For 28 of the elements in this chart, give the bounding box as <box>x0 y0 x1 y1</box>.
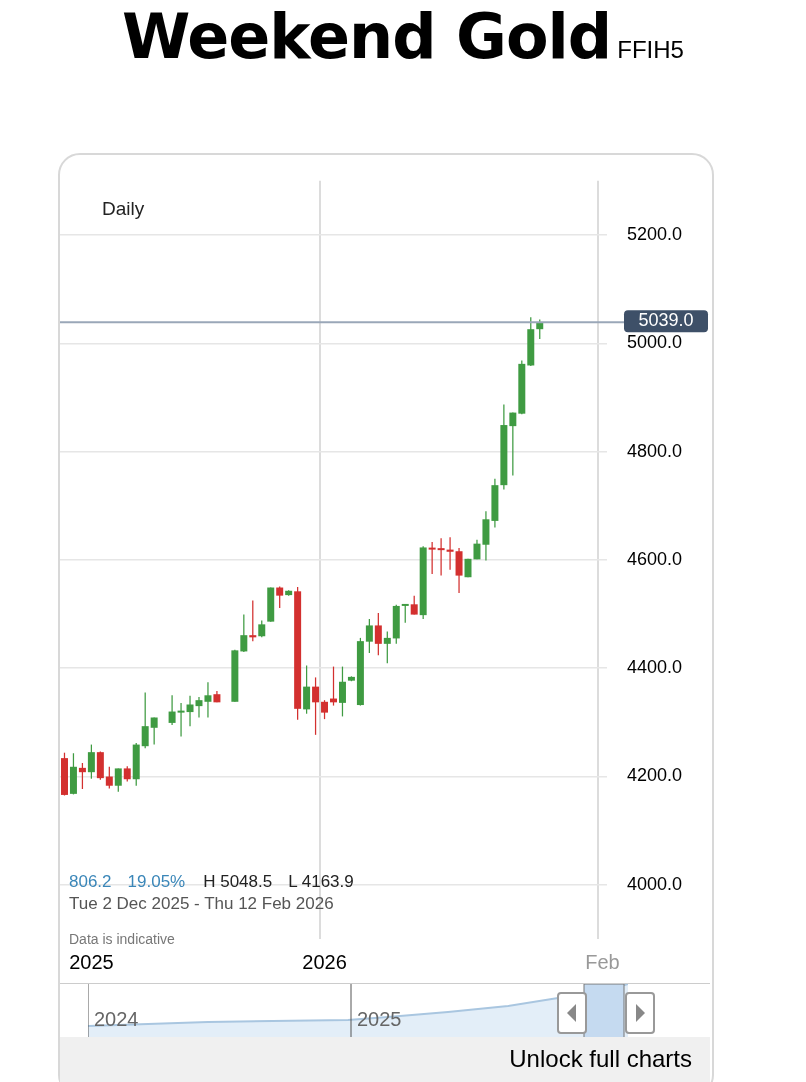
annotation: Tue 2 Dec 2025 - Thu 12 Feb 2026 <box>69 894 334 913</box>
x-tick-label: 2025 <box>69 950 114 973</box>
x-tick-label: 2026 <box>302 950 347 973</box>
candlestick <box>446 537 454 570</box>
annotation: Daily <box>102 198 145 219</box>
annotation: Data is indicative <box>69 931 176 947</box>
text: 2024 <box>94 1008 139 1031</box>
text: 2025 <box>357 1008 402 1031</box>
annotation: 19.05% <box>127 872 186 891</box>
x-tick-label: Feb <box>585 950 620 973</box>
y-tick-label: 5000.0 <box>627 332 683 353</box>
text: Unlock full charts <box>509 1045 692 1073</box>
y-tick-label: 4200.0 <box>627 765 683 786</box>
chart-subtitle: FFIH5 <box>617 36 684 63</box>
chart-title: Weekend Gold <box>122 0 612 73</box>
annotation: H 5048.5 <box>203 872 273 891</box>
y-tick-label: 4800.0 <box>627 440 683 461</box>
y-tick-label: 4600.0 <box>627 548 683 569</box>
ref-line-label: 5039.0 <box>638 310 694 331</box>
candlestick <box>168 695 176 726</box>
candlestick <box>177 702 185 737</box>
annotation: 806.2 <box>69 872 112 891</box>
annotation: L 4163.9 <box>288 872 354 891</box>
y-tick-label: 4000.0 <box>627 873 683 894</box>
y-tick-label: 4400.0 <box>627 657 683 678</box>
y-tick-label: 5200.0 <box>627 223 683 244</box>
candlestick <box>437 538 445 576</box>
candlestick <box>204 682 212 718</box>
